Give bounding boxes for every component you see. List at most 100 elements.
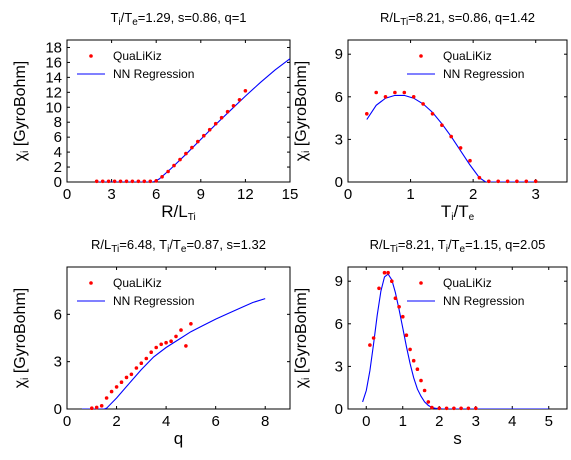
text-part: R/L — [370, 237, 390, 252]
data-point-qualikiz — [422, 388, 427, 393]
text-part: /T — [453, 202, 468, 221]
data-point-qualikiz — [142, 179, 147, 184]
data-point-qualikiz — [393, 296, 398, 301]
y-tick-label: 14 — [45, 69, 62, 86]
text-part: i — [167, 244, 169, 255]
data-point-qualikiz — [213, 121, 218, 126]
text-part: [GyroBohm] — [12, 61, 29, 151]
series-line-nn-regression — [362, 273, 549, 409]
text-part: [GyroBohm] — [12, 288, 29, 378]
data-point-qualikiz — [404, 333, 409, 338]
data-point-qualikiz — [444, 406, 449, 411]
data-point-qualikiz — [100, 179, 105, 184]
text-part: i — [301, 378, 312, 380]
data-point-qualikiz — [164, 340, 168, 345]
data-point-qualikiz — [430, 112, 435, 116]
x-tick-label: 2 — [112, 413, 120, 430]
text-part: R/L — [380, 10, 400, 25]
data-point-qualikiz — [169, 339, 173, 344]
data-point-qualikiz — [189, 322, 193, 326]
legend-label: NN Regression — [113, 294, 194, 308]
x-tick-label: 0 — [344, 186, 352, 203]
text-part: Ti — [390, 244, 398, 255]
data-point-qualikiz — [178, 157, 182, 162]
y-axis-label: χi [GyroBohm] — [12, 61, 31, 161]
x-tick-label: 6 — [211, 413, 219, 430]
data-point-qualikiz — [371, 336, 376, 340]
data-point-qualikiz — [166, 169, 170, 174]
x-tick-label: 0 — [63, 413, 71, 430]
y-tick-label: 6 — [335, 316, 343, 333]
y-axis-label: χi [GyroBohm] — [293, 288, 312, 388]
x-axis-label: R/LTi — [161, 202, 195, 223]
series-line-nn-regression — [366, 94, 536, 182]
text-part: χ — [293, 379, 310, 388]
series-line-nn-regression — [81, 298, 266, 409]
text-part: =8.21, s=0.86, q=1.42 — [408, 10, 535, 25]
data-point-qualikiz — [386, 270, 390, 275]
text-part: i — [301, 151, 312, 153]
data-point-qualikiz — [202, 133, 206, 138]
data-point-qualikiz — [377, 286, 381, 291]
data-point-qualikiz — [390, 279, 394, 284]
data-point-qualikiz — [112, 179, 117, 184]
text-part: =8.21, T — [398, 237, 446, 252]
data-point-qualikiz — [411, 358, 416, 363]
data-point-qualikiz — [419, 378, 423, 383]
data-point-qualikiz — [237, 98, 242, 102]
legend-label: NN Regression — [113, 67, 194, 81]
text-part: e — [460, 244, 466, 255]
y-axis-label: χi [GyroBohm] — [293, 61, 312, 161]
x-tick-label: 6 — [152, 186, 160, 203]
data-point-qualikiz — [144, 356, 149, 361]
data-point-qualikiz — [474, 406, 478, 411]
text-part: i — [451, 212, 453, 223]
x-tick-label: 3 — [472, 413, 480, 430]
data-point-qualikiz — [90, 406, 94, 411]
data-point-qualikiz — [468, 158, 472, 163]
text-part: e — [181, 244, 187, 255]
data-point-qualikiz — [190, 145, 194, 150]
data-point-qualikiz — [124, 375, 129, 380]
data-point-qualikiz — [130, 179, 135, 184]
data-point-qualikiz — [179, 328, 183, 332]
text-part: χ — [12, 152, 29, 161]
x-tick-label: 12 — [237, 186, 254, 203]
text-part: i — [118, 17, 120, 28]
data-point-qualikiz — [172, 163, 176, 168]
data-point-qualikiz — [452, 406, 456, 411]
chart-title: R/LTi=6.48, Ti/Te=0.87, s=1.32 — [91, 237, 266, 255]
text-part: χ — [12, 379, 29, 388]
legend-label: QuaLiKiz — [113, 276, 162, 290]
text-part: =6.48, T — [119, 237, 167, 252]
data-point-qualikiz — [487, 179, 491, 184]
text-part: R/L — [161, 202, 187, 221]
data-point-qualikiz — [154, 345, 158, 350]
x-tick-label: 5 — [545, 413, 553, 430]
data-point-qualikiz — [243, 89, 248, 93]
text-part: T — [441, 202, 451, 221]
x-tick-label: 3 — [107, 186, 115, 203]
legend-label: QuaLiKiz — [443, 276, 492, 290]
data-point-qualikiz — [459, 406, 463, 411]
legend-label: QuaLiKiz — [113, 49, 162, 63]
legend-label: NN Regression — [443, 67, 524, 81]
data-point-qualikiz — [184, 344, 188, 348]
text-part: /T — [448, 237, 460, 252]
data-point-qualikiz — [136, 179, 141, 184]
data-point-qualikiz — [524, 179, 529, 184]
text-part: q — [174, 429, 183, 448]
data-point-qualikiz — [106, 179, 111, 184]
text-part: s — [453, 429, 462, 448]
data-point-qualikiz — [159, 342, 163, 347]
y-tick-label: 10 — [45, 99, 62, 116]
y-tick-label: 0 — [54, 401, 62, 418]
x-tick-label: 2 — [435, 413, 443, 430]
y-tick-label: 9 — [335, 273, 343, 290]
x-tick-label: 4 — [162, 413, 170, 430]
data-point-qualikiz — [154, 179, 158, 183]
data-point-qualikiz — [449, 134, 454, 139]
text-part: i — [446, 244, 448, 255]
